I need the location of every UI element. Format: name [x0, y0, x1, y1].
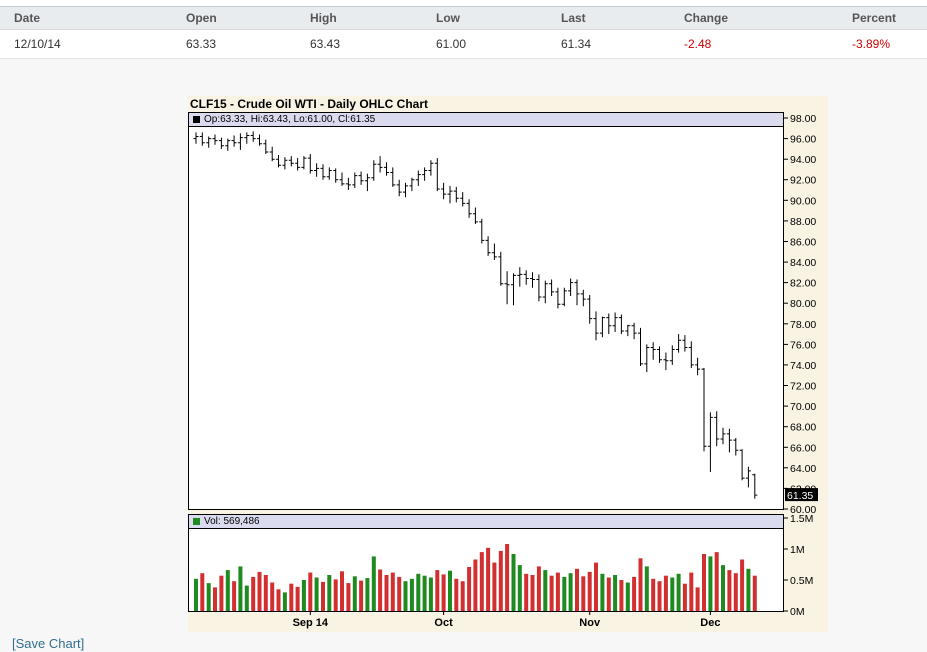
volume-legend-band: Vol: 569,486	[189, 515, 783, 529]
quote-data-row: 12/10/14 63.33 63.43 61.00 61.34 -2.48 -…	[0, 30, 927, 59]
volume-legend-text: Vol: 569,486	[204, 516, 260, 527]
chart-title: CLF15 - Crude Oil WTI - Daily OHLC Chart	[190, 97, 429, 111]
header-cell-open: Open	[186, 11, 217, 25]
svg-text:64.00: 64.00	[790, 463, 816, 475]
svg-text:80.00: 80.00	[790, 298, 816, 310]
ohlc-series-icon	[193, 116, 200, 123]
svg-text:Dec: Dec	[700, 617, 720, 629]
svg-text:66.00: 66.00	[790, 442, 816, 454]
header-cell-low: Low	[436, 11, 460, 25]
volume-series-icon	[193, 518, 200, 525]
cell-last: 61.34	[561, 37, 592, 51]
svg-text:78.00: 78.00	[790, 319, 816, 331]
ohlc-legend-text: Op:63.33, Hi:63.43, Lo:61.00, Cl:61.35	[204, 114, 376, 125]
header-cell-high: High	[310, 11, 337, 25]
cell-low: 61.00	[436, 37, 467, 51]
svg-text:94.00: 94.00	[790, 154, 816, 166]
header-cell-date: Date	[14, 11, 41, 25]
quote-header-row: Date Open High Low Last Change Percent	[0, 6, 927, 30]
svg-text:0M: 0M	[790, 606, 805, 618]
svg-text:72.00: 72.00	[790, 381, 816, 393]
svg-text:61.35: 61.35	[787, 490, 813, 502]
svg-text:Sep 14: Sep 14	[293, 617, 329, 629]
svg-text:98.00: 98.00	[790, 113, 816, 125]
save-chart-link[interactable]: [Save Chart]	[12, 636, 85, 651]
svg-text:92.00: 92.00	[790, 175, 816, 187]
header-cell-change: Change	[684, 11, 729, 25]
svg-text:Nov: Nov	[579, 617, 601, 629]
cell-open: 63.33	[186, 37, 217, 51]
header-cell-percent: Percent	[852, 11, 897, 25]
cell-percent: -3.89%	[852, 37, 891, 51]
cell-date: 12/10/14	[14, 37, 61, 51]
chart-area: CLF15 - Crude Oil WTI - Daily OHLC Chart…	[188, 96, 828, 632]
svg-text:74.00: 74.00	[790, 360, 816, 372]
svg-text:Oct: Oct	[434, 617, 453, 629]
price-legend-band: Op:63.33, Hi:63.43, Lo:61.00, Cl:61.35	[189, 113, 783, 127]
svg-text:60.00: 60.00	[790, 504, 816, 516]
svg-text:90.00: 90.00	[790, 195, 816, 207]
svg-text:82.00: 82.00	[790, 278, 816, 290]
quote-section: Date Open High Low Last Change Percent 1…	[0, 0, 927, 59]
svg-text:76.00: 76.00	[790, 339, 816, 351]
svg-text:86.00: 86.00	[790, 237, 816, 249]
cell-high: 63.43	[310, 37, 341, 51]
svg-text:1M: 1M	[790, 544, 805, 556]
chart-canvas: 98.00 96.00 94.00 92.00 90.00 88.00 86.00 84.00…	[193, 113, 818, 629]
svg-text:84.00: 84.00	[790, 257, 816, 269]
svg-text:0.5M: 0.5M	[790, 575, 813, 587]
svg-text:70.00: 70.00	[790, 401, 816, 413]
price-panel: Op:63.33, Hi:63.43, Lo:61.00, Cl:61.35	[188, 112, 784, 510]
svg-text:68.00: 68.00	[790, 422, 816, 434]
svg-text:96.00: 96.00	[790, 134, 816, 146]
svg-text:1.5M: 1.5M	[790, 513, 813, 525]
header-cell-last: Last	[561, 11, 586, 25]
svg-text:88.00: 88.00	[790, 216, 816, 228]
cell-change: -2.48	[684, 37, 712, 51]
